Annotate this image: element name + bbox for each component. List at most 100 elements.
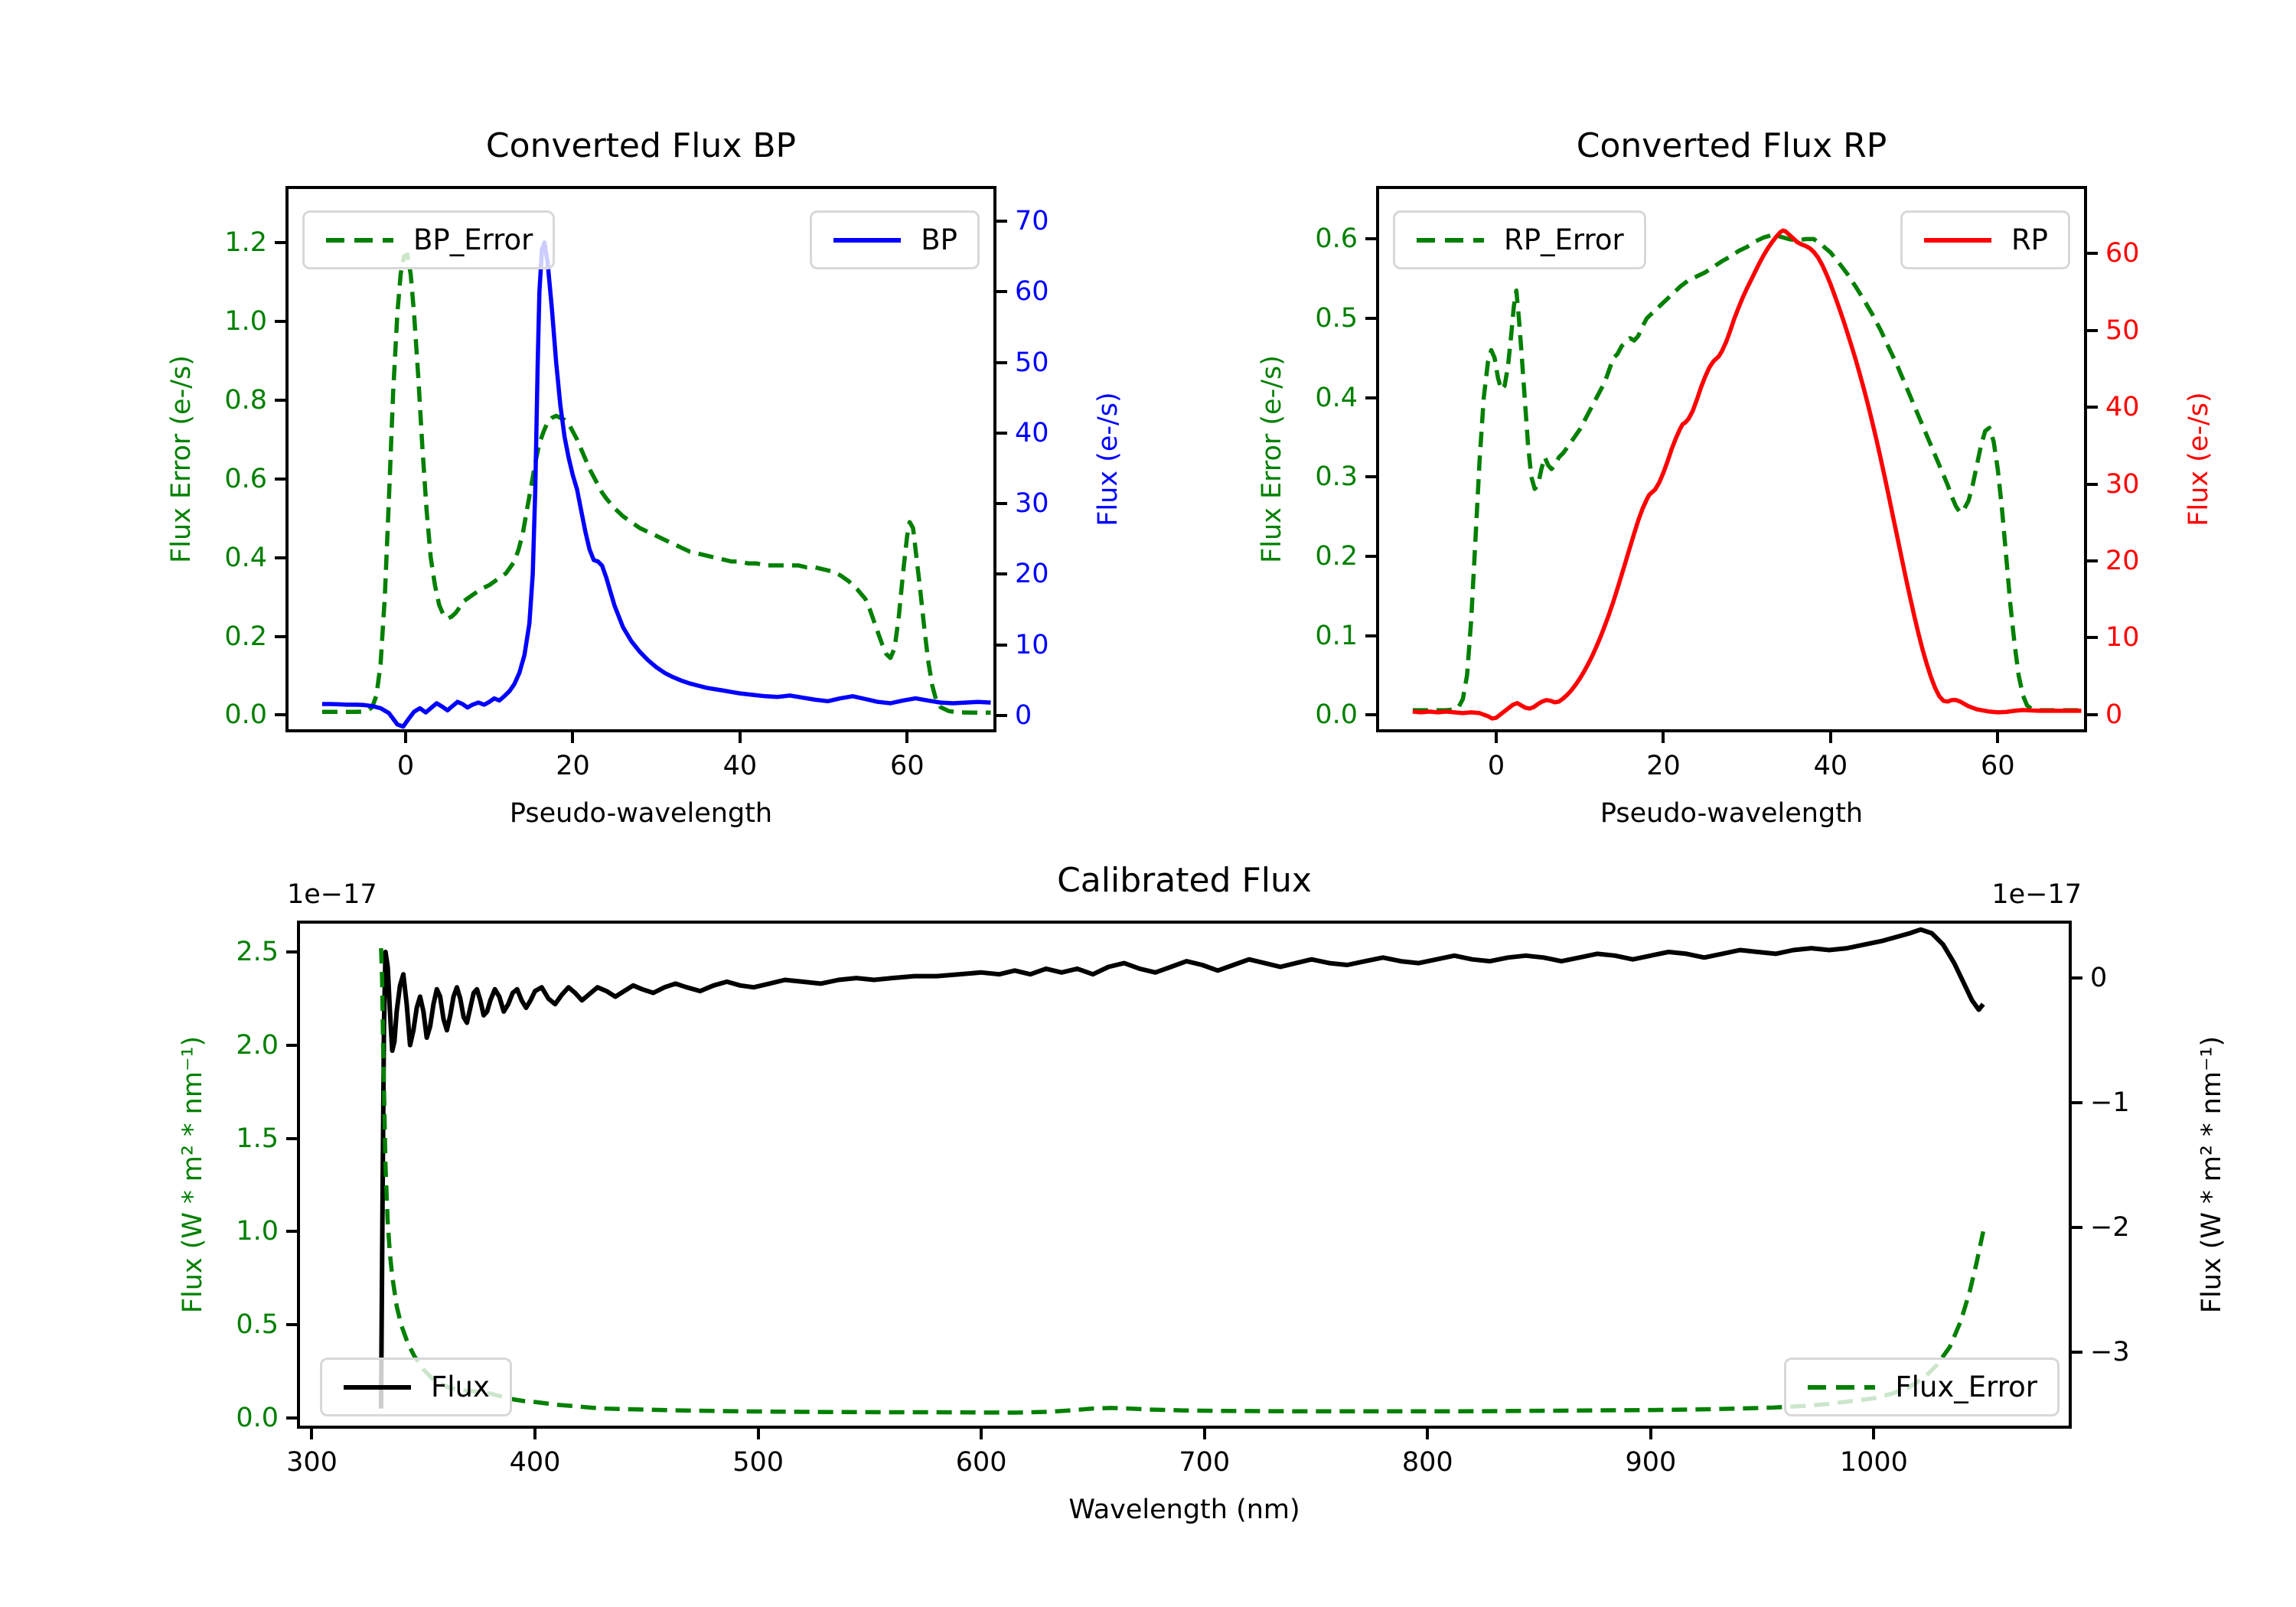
x-tick-label: 900: [1625, 1447, 1677, 1478]
legend-flux: Flux: [320, 1358, 512, 1416]
y-tick-mark: [996, 643, 1007, 647]
y-tick-mark: [275, 319, 285, 323]
x-tick-label: 40: [1813, 751, 1848, 781]
y-tick-mark: [996, 360, 1007, 364]
x-tick-label: 500: [732, 1447, 784, 1478]
x-tick-mark: [738, 732, 742, 743]
axis-offset-text-right: 1e−17: [1991, 879, 2082, 910]
y-tick-label: 10: [2105, 622, 2140, 654]
y-tick-label: 50: [2105, 315, 2140, 346]
x-tick-label: 0: [1487, 751, 1505, 781]
y-tick-mark: [1365, 475, 1376, 479]
legend-label: BP: [921, 223, 957, 256]
y-tick-mark: [2087, 482, 2098, 486]
y-tick-mark: [2087, 406, 2098, 409]
series-Flux_Error: [379, 948, 1985, 1415]
y-tick-label: 0.6: [1315, 223, 1358, 255]
y-tick-label: 2.5: [236, 936, 279, 967]
y-tick-label: 60: [2105, 238, 2140, 269]
y-tick-label: 30: [1015, 488, 1049, 520]
y-tick-mark: [286, 1416, 297, 1420]
legend-flux-error: Flux_Error: [1784, 1358, 2060, 1416]
x-tick-mark: [1996, 732, 2000, 743]
y-tick-mark: [275, 477, 285, 481]
axes-frame: [297, 921, 2072, 1429]
x-tick-mark: [1495, 732, 1499, 743]
y-tick-label: 0.0: [236, 1402, 279, 1433]
y-tick-mark: [2087, 328, 2098, 332]
x-tick-label: 300: [286, 1447, 338, 1478]
y-tick-label: 0.2: [224, 621, 267, 652]
y-tick-mark: [286, 1043, 297, 1047]
y-tick-label: 2.0: [236, 1029, 279, 1061]
y-tick-mark: [1365, 396, 1376, 399]
y-tick-mark: [286, 950, 297, 953]
x-tick-label: 1000: [1839, 1447, 1908, 1478]
y-tick-mark: [1365, 237, 1376, 241]
y-tick-label: 0.4: [1315, 382, 1358, 413]
series-RP: [1412, 228, 2082, 721]
x-tick-mark: [905, 732, 909, 743]
axes-frame: [1376, 186, 2087, 732]
legend-bp: BP: [810, 210, 980, 269]
y-tick-label: 0.4: [224, 542, 267, 573]
x-tick-mark: [1872, 1429, 1876, 1439]
series-BP: [321, 240, 991, 729]
x-tick-label: 20: [1646, 751, 1681, 781]
y-tick-label: 1.5: [236, 1123, 279, 1154]
y-tick-mark: [2072, 1350, 2082, 1354]
y-tick-mark: [1365, 634, 1376, 637]
y-tick-mark: [1365, 713, 1376, 717]
y-tick-label: 20: [1015, 559, 1049, 590]
y-tick-label: 20: [2105, 546, 2140, 577]
y-tick-label: 0.6: [224, 463, 267, 494]
y-tick-mark: [996, 431, 1007, 435]
y-tick-label: 1.0: [224, 305, 267, 337]
legend-line-sample: [344, 1384, 411, 1390]
x-tick-label: 700: [1179, 1447, 1231, 1478]
plot-area: [321, 240, 991, 729]
y-tick-label: 0: [1015, 699, 1032, 731]
x-tick-mark: [571, 732, 575, 743]
y-tick-mark: [996, 290, 1007, 294]
y-axis-label-left: Flux (W * m² * nm⁻¹): [178, 1035, 208, 1314]
legend-label: RP: [2011, 223, 2048, 256]
y-tick-mark: [996, 713, 1007, 717]
axes-frame: [285, 186, 996, 732]
legend-bp-error: BP_Error: [302, 210, 556, 269]
y-tick-label: 10: [1015, 629, 1049, 660]
y-tick-mark: [286, 1230, 297, 1234]
x-tick-label: 0: [396, 751, 415, 781]
legend-line-sample: [833, 237, 902, 243]
legend-line-sample: [1417, 237, 1484, 243]
y-tick-label: 0: [2105, 699, 2123, 730]
y-axis-label-right: Flux (W * m² * nm⁻¹): [2197, 1035, 2227, 1314]
y-tick-label: 1.2: [224, 227, 267, 259]
y-tick-mark: [2087, 559, 2098, 563]
chart-title: Converted Flux RP: [1576, 126, 1887, 165]
x-tick-label: 600: [955, 1447, 1007, 1478]
y-tick-label: 0: [2090, 963, 2108, 993]
legend-line-sample: [1923, 237, 1991, 243]
y-tick-label: 60: [1015, 276, 1049, 308]
y-tick-label: 40: [2105, 392, 2140, 423]
y-tick-label: 0.8: [224, 384, 267, 416]
y-tick-label: 0.3: [1315, 461, 1358, 493]
x-axis-label: Pseudo-wavelength: [1600, 798, 1864, 829]
y-tick-mark: [2087, 636, 2098, 640]
x-tick-mark: [1662, 732, 1665, 743]
x-axis-label: Pseudo-wavelength: [509, 798, 773, 829]
x-tick-mark: [1828, 732, 1832, 743]
x-tick-label: 40: [722, 751, 758, 781]
series-Flux: [378, 927, 1985, 1409]
x-tick-mark: [533, 1429, 537, 1439]
legend-line-sample: [1808, 1384, 1876, 1390]
plot-area: [1412, 228, 2082, 721]
legend-label: Flux_Error: [1895, 1371, 2037, 1403]
chart-title: Converted Flux BP: [485, 126, 797, 165]
x-tick-label: 60: [1981, 751, 2015, 781]
y-tick-mark: [2087, 252, 2098, 256]
axis-offset-text-left: 1e−17: [287, 879, 377, 910]
